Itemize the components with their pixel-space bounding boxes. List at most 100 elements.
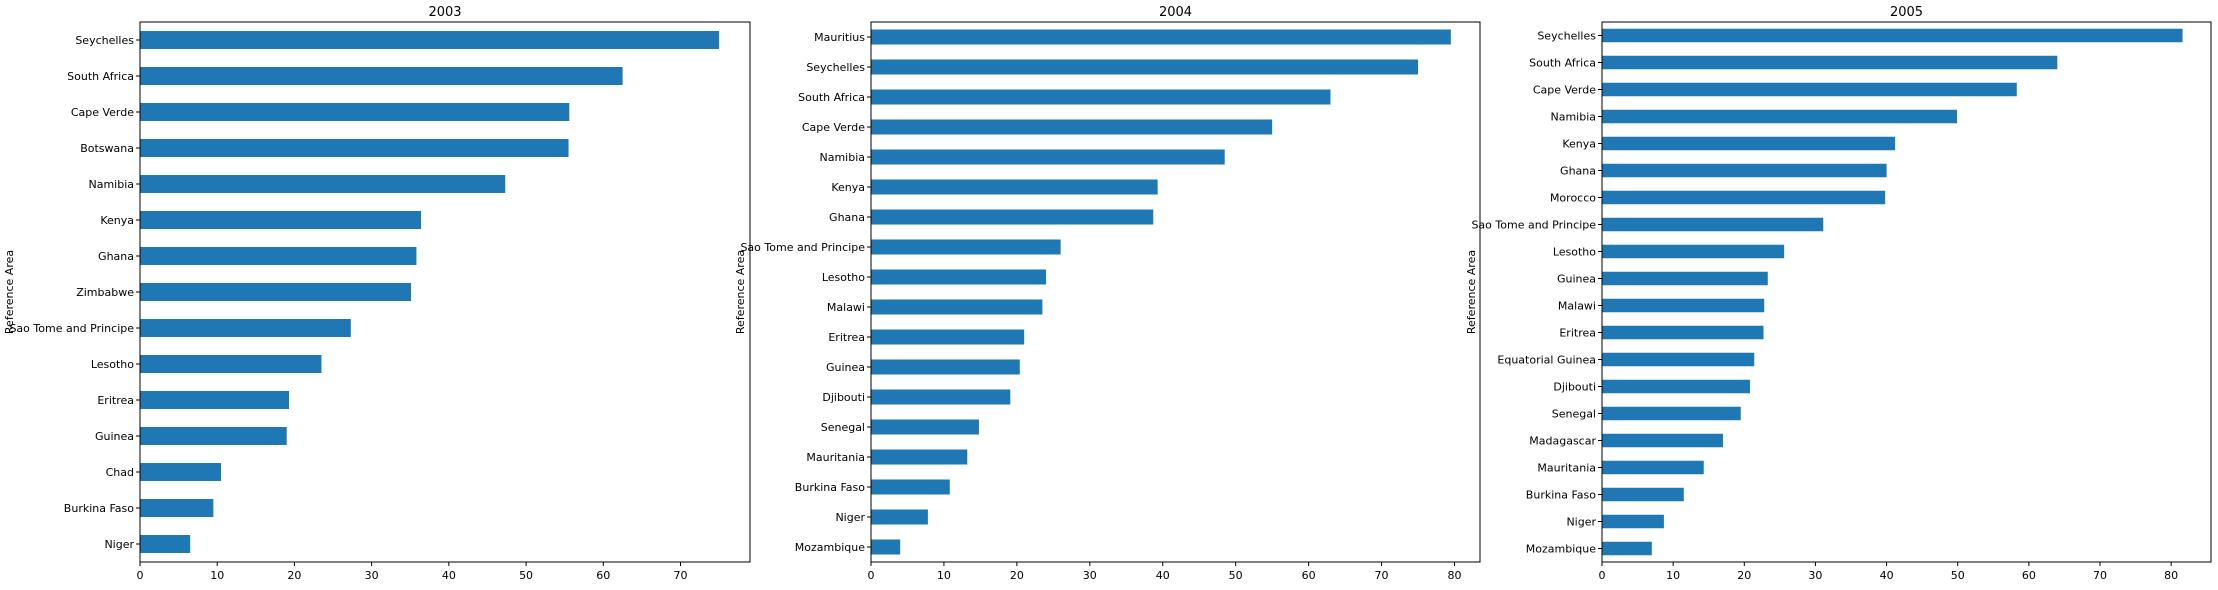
bar-sao-tome-and-principe [871,239,1061,255]
x-tick-label: 10 [937,569,951,582]
y-tick-label: Madagascar [1529,435,1596,448]
bar-cape-verde [871,119,1273,135]
y-tick-label: Mozambique [1526,543,1596,556]
y-tick-label: South Africa [1529,57,1596,70]
bar-lesotho [1602,244,1785,259]
y-tick-label: Niger [1566,516,1596,529]
y-tick-label: Niger [835,511,865,524]
y-tick-label: Djibouti [822,391,865,404]
y-tick-label: Senegal [821,421,865,434]
y-tick-label: Namibia [819,151,865,164]
y-tick-label: Kenya [831,181,865,194]
bar-kenya [140,211,422,229]
bar-burkina-faso [871,479,950,495]
y-tick-label: Malawi [827,301,865,314]
bar-mauritania [1602,460,1704,475]
bar-ghana [140,247,417,265]
y-tick-label: Mauritania [1537,462,1596,475]
chart-title: 2004 [1159,5,1192,20]
y-tick-label: Chad [106,466,134,479]
y-axis-label: Reference Area [734,250,747,334]
y-tick-label: South Africa [798,91,865,104]
y-tick-label: Ghana [829,211,865,224]
x-tick-label: 0 [868,569,875,582]
bar-niger [1602,514,1664,529]
bar-lesotho [140,355,322,373]
bar-mauritius [871,29,1451,45]
y-tick-label: Zimbabwe [76,286,134,299]
y-tick-label: Sao Tome and Principe [1471,219,1596,232]
bar-sao-tome-and-principe [1602,217,1824,232]
x-tick-label: 20 [1010,569,1024,582]
y-tick-label: Namibia [88,178,134,191]
chart-panel-2005: Seychelles South Africa Cape Verde Namibia K… [1465,5,2212,582]
x-tick-label: 20 [1737,569,1751,582]
chart-panel-2004: Mauritius Seychelles South Africa Cape Verd… [734,5,1481,582]
y-tick-label: Kenya [100,214,134,227]
y-tick-label: Lesotho [1553,246,1596,259]
y-tick-label: Niger [104,538,134,551]
x-tick-label: 30 [1083,569,1097,582]
y-tick-label: Burkina Faso [64,502,134,515]
x-tick-label: 40 [442,569,456,582]
y-tick-label: Guinea [1557,273,1596,286]
bar-mauritania [871,449,968,465]
y-tick-label: Eritrea [1559,327,1596,340]
bar-senegal [871,419,979,435]
bar-zimbabwe [140,283,412,301]
x-tick-label: 40 [1156,569,1170,582]
axes-frame [1601,21,2212,563]
bar-djibouti [1602,379,1750,394]
y-tick-label: Guinea [95,430,134,443]
bar-namibia [871,149,1225,165]
x-tick-label: 60 [596,569,610,582]
y-tick-label: Burkina Faso [1526,489,1596,502]
bar-burkina-faso [140,499,214,517]
bar-eritrea [1602,325,1764,340]
bar-malawi [1602,298,1765,313]
y-tick-label: Seychelles [806,61,865,74]
y-tick-label: Seychelles [75,34,134,47]
bar-botswana [140,139,569,157]
y-tick-label: Morocco [1550,192,1596,205]
y-tick-label: Mozambique [795,541,865,554]
bar-cape-verde [1602,82,2017,97]
x-tick-label: 30 [1808,569,1822,582]
bar-malawi [871,299,1043,315]
bar-ghana [871,209,1154,225]
bar-mozambique [1602,541,1652,556]
x-tick-label: 70 [674,569,688,582]
y-tick-label: Mauritius [814,31,865,44]
x-tick-label: 60 [2022,569,2036,582]
x-tick-label: 50 [1951,569,1965,582]
bar-kenya [871,179,1158,195]
x-tick-label: 70 [2093,569,2107,582]
y-axis-label: Reference Area [1465,250,1478,334]
axes-frame [870,21,1481,563]
y-tick-label: Kenya [1562,138,1596,151]
bar-south-africa [871,89,1331,105]
x-tick-label: 80 [2164,569,2178,582]
bar-lesotho [871,269,1047,285]
bar-namibia [1602,109,1958,124]
bar-seychelles [140,31,720,49]
y-tick-label: Sao Tome and Principe [9,322,134,335]
bar-namibia [140,175,506,193]
bar-kenya [1602,136,1896,151]
bar-chad [140,463,222,481]
bar-niger [871,509,928,525]
bar-burkina-faso [1602,487,1684,502]
y-tick-label: Equatorial Guinea [1497,354,1596,367]
bar-cape-verde [140,103,570,121]
y-tick-label: Namibia [1550,111,1596,124]
y-tick-label: South Africa [67,70,134,83]
x-tick-label: 0 [1599,569,1606,582]
chart-title: 2005 [1890,5,1923,20]
y-tick-label: Eritrea [97,394,134,407]
y-tick-label: Ghana [1560,165,1596,178]
x-tick-label: 80 [1447,569,1461,582]
y-tick-label: Mauritania [806,451,865,464]
bar-senegal [1602,406,1741,421]
y-tick-label: Botswana [80,142,134,155]
